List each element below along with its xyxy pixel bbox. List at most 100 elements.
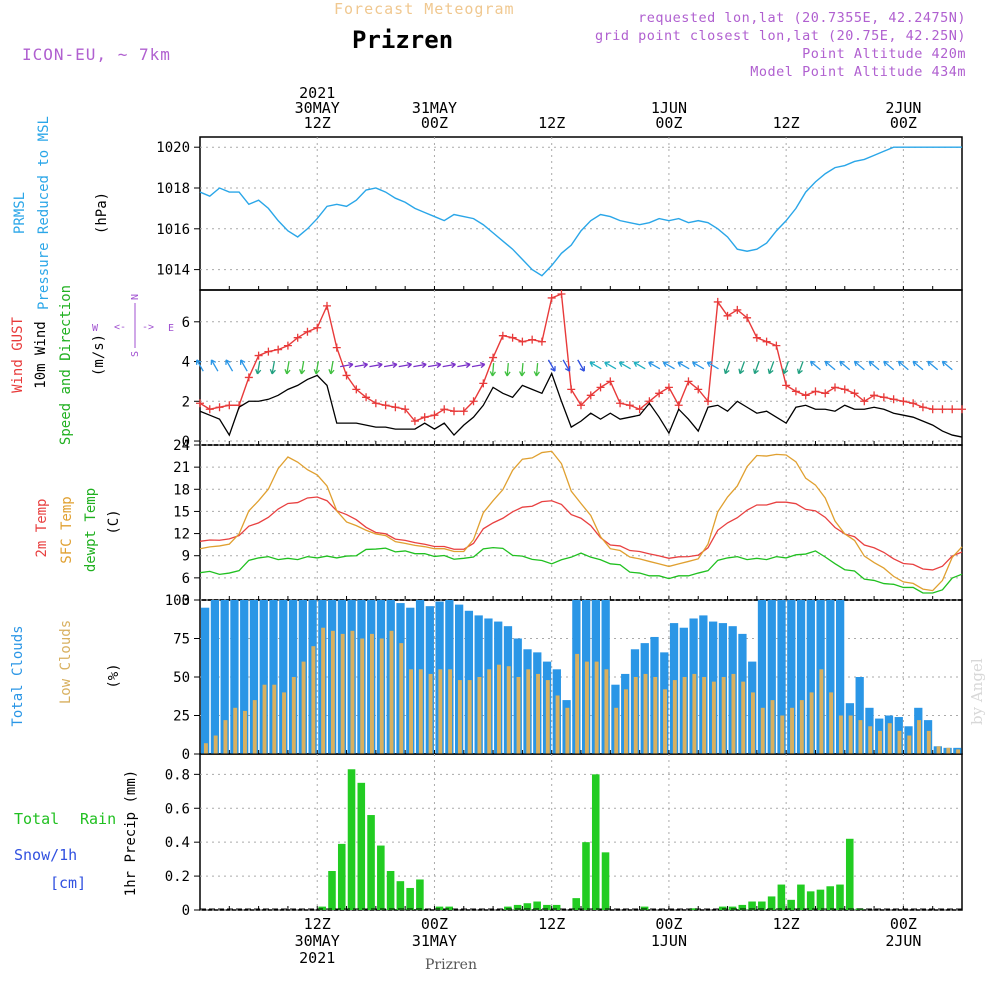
gust-point	[215, 403, 224, 412]
low-cloud-bar	[848, 715, 853, 754]
compass-north: N	[130, 294, 141, 300]
bottom-time-label: 12Z	[538, 915, 565, 933]
panel-frame-pressure	[199, 136, 963, 291]
ytick-label: 18	[173, 482, 190, 498]
wind-direction-arrow	[210, 359, 219, 372]
low-cloud-bar	[340, 633, 345, 754]
low-cloud-bar	[897, 730, 902, 754]
low-cloud-bar	[321, 627, 326, 754]
precip-bar	[787, 899, 795, 910]
ytick-label: 6	[182, 315, 190, 331]
gust-point	[723, 311, 732, 320]
wind-direction-arrow	[225, 359, 234, 372]
low-cloud-bar	[526, 669, 531, 754]
wind-direction-arrow	[589, 361, 602, 370]
ytick-label: 3	[182, 593, 190, 609]
precip-bar	[533, 901, 541, 910]
low-cloud-bar	[311, 646, 316, 754]
low-cloud-bar	[575, 653, 580, 754]
top-time-label: 00Z	[421, 114, 448, 132]
precip-bar	[513, 904, 522, 910]
low-cloud-bar	[203, 743, 208, 754]
bottom-time-label: 31MAY	[412, 932, 457, 950]
bottom-time-label: 1JUN	[651, 932, 687, 950]
bottom-time-label: 12Z	[304, 915, 331, 933]
precip-bar	[689, 908, 698, 910]
gust-point	[440, 405, 449, 414]
gust-point	[762, 337, 771, 346]
gust-point	[518, 337, 527, 346]
precip-bar	[758, 901, 766, 910]
ytick-label: 15	[173, 504, 190, 520]
gust-point	[430, 411, 439, 420]
precip-bar	[386, 871, 395, 910]
top-time-label: 00Z	[655, 114, 682, 132]
precip-bar	[748, 901, 756, 910]
ytick-label: 100	[165, 593, 190, 609]
gust-point	[840, 385, 849, 394]
ytick-label: 1016	[156, 222, 190, 238]
precip-bar	[582, 842, 590, 910]
gust-point	[870, 391, 879, 400]
low-cloud-bar	[379, 638, 384, 754]
ytick-label: 0	[182, 903, 190, 919]
low-cloud-bar	[633, 677, 638, 754]
low-cloud-bar	[252, 700, 257, 754]
total-cloud-bar	[288, 600, 298, 754]
low-cloud-bar	[663, 689, 667, 754]
gust-point	[909, 399, 918, 408]
ytick-label: 6	[182, 571, 190, 587]
total-cloud-bar	[777, 600, 786, 754]
top-time-label: 2JUN	[885, 99, 921, 117]
gust-point	[293, 333, 302, 342]
wind-direction-arrow	[547, 359, 556, 372]
low-cloud-bar	[370, 633, 374, 754]
low-cloud-bar	[536, 673, 540, 754]
ytick-label: 2	[182, 394, 190, 410]
precip-bar	[504, 906, 512, 910]
low-cloud-bar	[301, 661, 306, 754]
precip-bar	[826, 886, 834, 910]
temp-ylabel-2m: 2m Temp	[34, 498, 50, 557]
gust-point	[313, 323, 322, 332]
low-cloud-bar	[624, 689, 628, 754]
gust-point	[879, 393, 888, 402]
low-cloud-bar	[428, 673, 433, 754]
ytick-label: 4	[182, 355, 190, 371]
low-cloud-bar	[213, 735, 218, 754]
precip-bar	[416, 879, 424, 910]
wind-direction-arrow	[427, 361, 442, 369]
ytick-label: 0.8	[165, 767, 190, 783]
low-cloud-bar	[907, 735, 912, 754]
total-cloud-bar	[796, 600, 806, 754]
gust-point	[948, 405, 957, 414]
wind-direction-arrow	[577, 359, 585, 372]
wind-direction-arrow	[738, 361, 746, 375]
low-cloud-bar	[418, 669, 423, 754]
low-cloud-bar	[868, 726, 873, 754]
low-cloud-bar	[878, 730, 882, 754]
gust-point	[381, 401, 390, 410]
precip-bar	[406, 887, 414, 910]
gust-point	[528, 335, 537, 344]
low-cloud-bar	[799, 700, 804, 754]
low-cloud-bar	[838, 715, 843, 754]
low-cloud-bar	[243, 710, 247, 754]
clouds-ylabel-low: Low Clouds	[58, 620, 74, 704]
gust-point	[567, 385, 576, 394]
low-cloud-bar	[770, 700, 775, 754]
wind-direction-arrow	[912, 360, 924, 371]
low-cloud-bar	[409, 669, 413, 754]
low-cloud-bar	[506, 666, 511, 754]
low-cloud-bar	[516, 677, 521, 754]
precip-bar	[640, 906, 649, 910]
precip-bar	[728, 906, 737, 910]
ytick-label: 24	[173, 438, 190, 454]
wind-direction-arrow	[868, 360, 880, 371]
precip-bar	[435, 906, 444, 910]
gust-point	[850, 389, 859, 398]
pressure-line	[199, 146, 962, 277]
temp-ylabel-unit: (C)	[106, 509, 122, 534]
wind-ylabel-unit: (m/s)	[91, 334, 107, 376]
